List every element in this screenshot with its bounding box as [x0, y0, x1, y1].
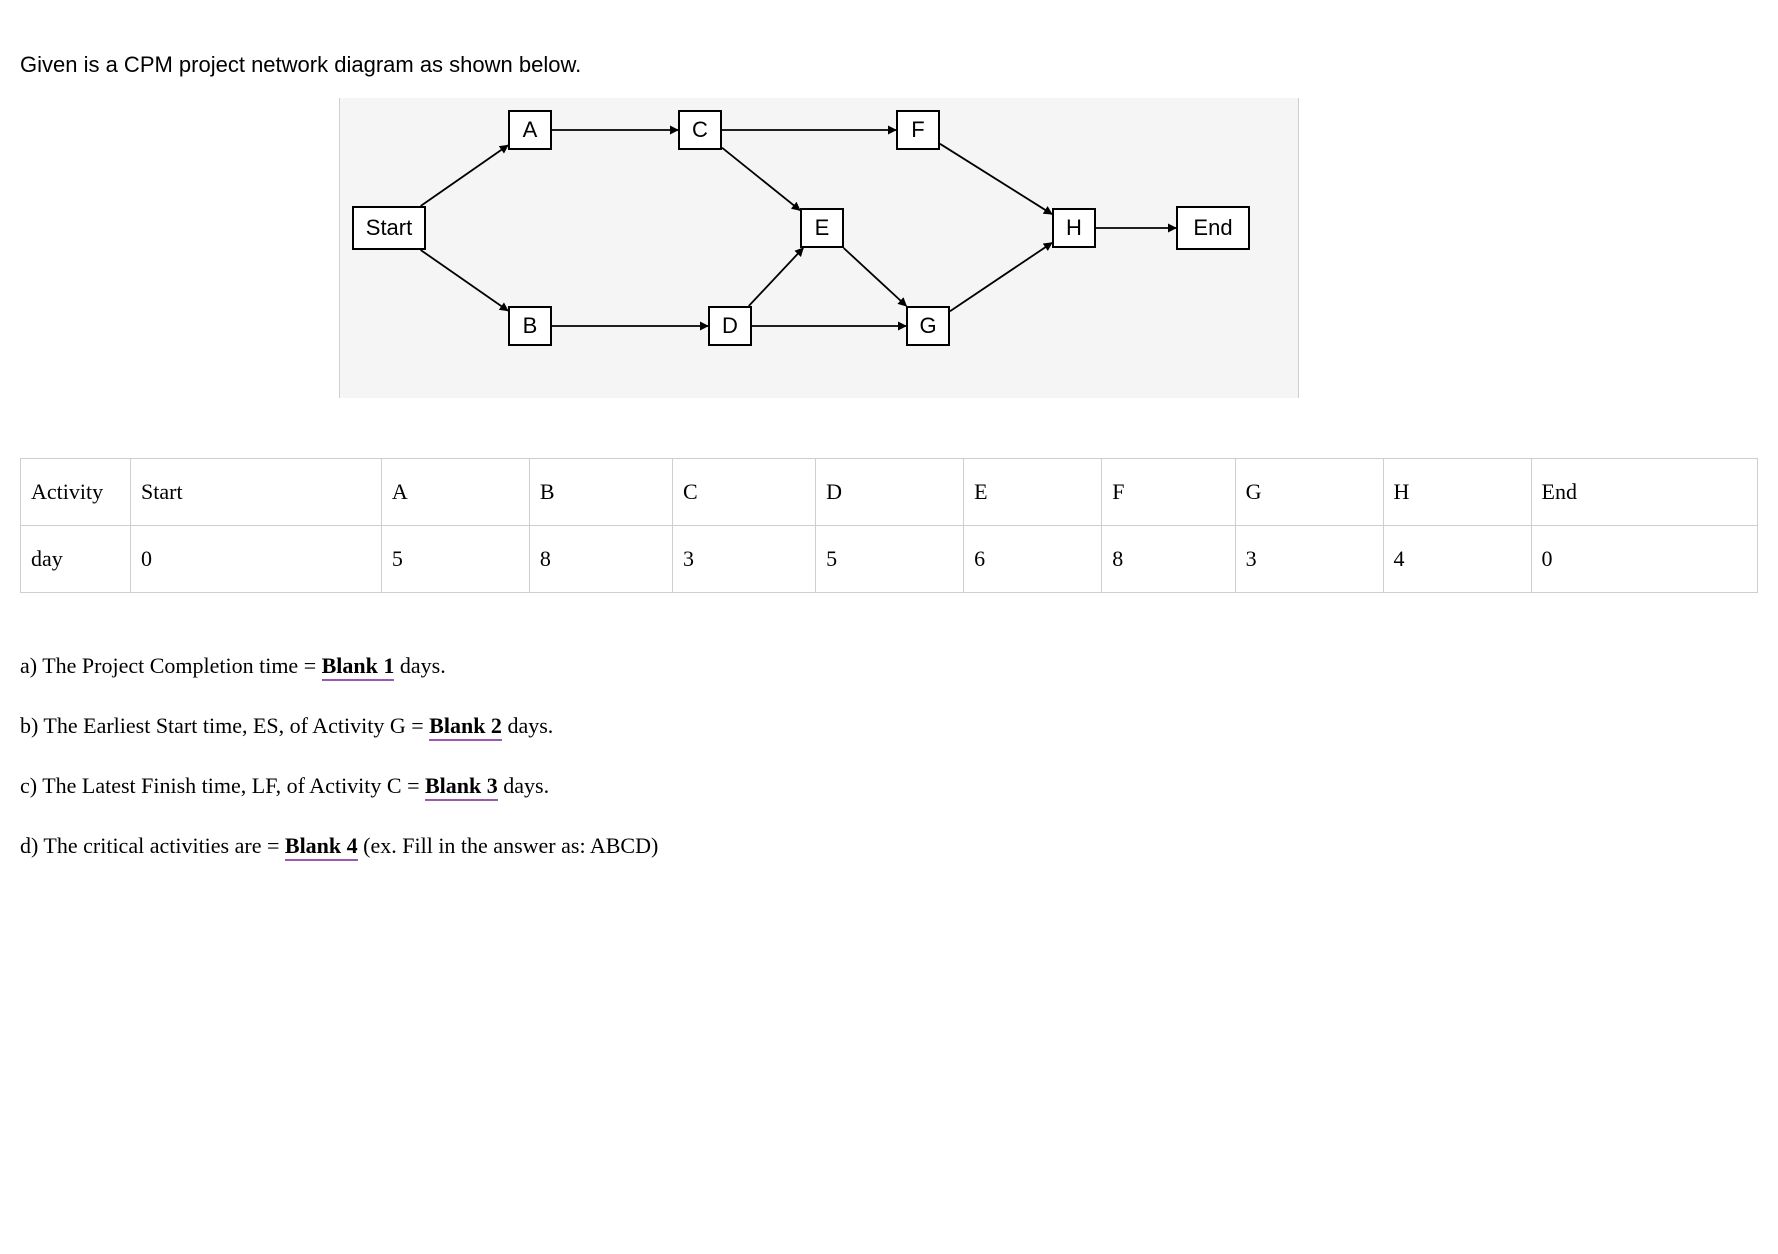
- diagram-container: Start A B C D E F G H End: [339, 98, 1439, 398]
- node-h: H: [1052, 208, 1096, 248]
- day-cell: 0: [131, 526, 382, 593]
- col-header: G: [1235, 459, 1383, 526]
- edge-start-a: [421, 145, 508, 206]
- edge-c-e: [722, 148, 800, 211]
- day-cell: 5: [381, 526, 529, 593]
- row-header-day: day: [21, 526, 131, 593]
- col-header: D: [816, 459, 964, 526]
- diagram-edges: [340, 98, 1298, 398]
- day-cell: 8: [1102, 526, 1235, 593]
- blank-3[interactable]: Blank 3: [425, 773, 498, 801]
- questions: a) The Project Completion time = Blank 1…: [20, 653, 1758, 859]
- node-start: Start: [352, 206, 426, 250]
- day-cell: 0: [1531, 526, 1758, 593]
- q-text: days.: [502, 713, 553, 738]
- day-cell: 6: [964, 526, 1102, 593]
- q-text: b) The Earliest Start time, ES, of Activ…: [20, 713, 429, 738]
- col-header: Start: [131, 459, 382, 526]
- col-header: H: [1383, 459, 1531, 526]
- node-e: E: [800, 208, 844, 248]
- node-d: D: [708, 306, 752, 346]
- activity-table: Activity Start A B C D E F G H End day 0…: [20, 458, 1758, 593]
- intro-text: Given is a CPM project network diagram a…: [20, 52, 1758, 78]
- edge-e-g: [844, 248, 907, 306]
- row-header-activity: Activity: [21, 459, 131, 526]
- col-header: F: [1102, 459, 1235, 526]
- col-header: E: [964, 459, 1102, 526]
- q-text: days.: [498, 773, 549, 798]
- q-text: c) The Latest Finish time, LF, of Activi…: [20, 773, 425, 798]
- table-row: Activity Start A B C D E F G H End: [21, 459, 1758, 526]
- q-text: days.: [394, 653, 445, 678]
- edge-f-h: [940, 144, 1052, 214]
- node-end: End: [1176, 206, 1250, 250]
- table-row: day 0 5 8 3 5 6 8 3 4 0: [21, 526, 1758, 593]
- edge-g-h: [950, 243, 1052, 311]
- q-text: d) The critical activities are =: [20, 833, 285, 858]
- node-c: C: [678, 110, 722, 150]
- col-header: A: [381, 459, 529, 526]
- edge-d-e: [749, 248, 803, 306]
- question-b: b) The Earliest Start time, ES, of Activ…: [20, 713, 1758, 739]
- day-cell: 5: [816, 526, 964, 593]
- node-f: F: [896, 110, 940, 150]
- col-header: C: [673, 459, 816, 526]
- day-cell: 3: [1235, 526, 1383, 593]
- q-text: a) The Project Completion time =: [20, 653, 322, 678]
- day-cell: 4: [1383, 526, 1531, 593]
- col-header: End: [1531, 459, 1758, 526]
- question-a: a) The Project Completion time = Blank 1…: [20, 653, 1758, 679]
- question-c: c) The Latest Finish time, LF, of Activi…: [20, 773, 1758, 799]
- col-header: B: [529, 459, 672, 526]
- blank-2[interactable]: Blank 2: [429, 713, 502, 741]
- node-b: B: [508, 306, 552, 346]
- day-cell: 3: [673, 526, 816, 593]
- edge-start-b: [421, 250, 508, 311]
- blank-4[interactable]: Blank 4: [285, 833, 358, 861]
- day-cell: 8: [529, 526, 672, 593]
- cpm-diagram: Start A B C D E F G H End: [339, 98, 1299, 398]
- question-d: d) The critical activities are = Blank 4…: [20, 833, 1758, 859]
- node-g: G: [906, 306, 950, 346]
- node-a: A: [508, 110, 552, 150]
- blank-1[interactable]: Blank 1: [322, 653, 395, 681]
- q-text: (ex. Fill in the answer as: ABCD): [358, 833, 659, 858]
